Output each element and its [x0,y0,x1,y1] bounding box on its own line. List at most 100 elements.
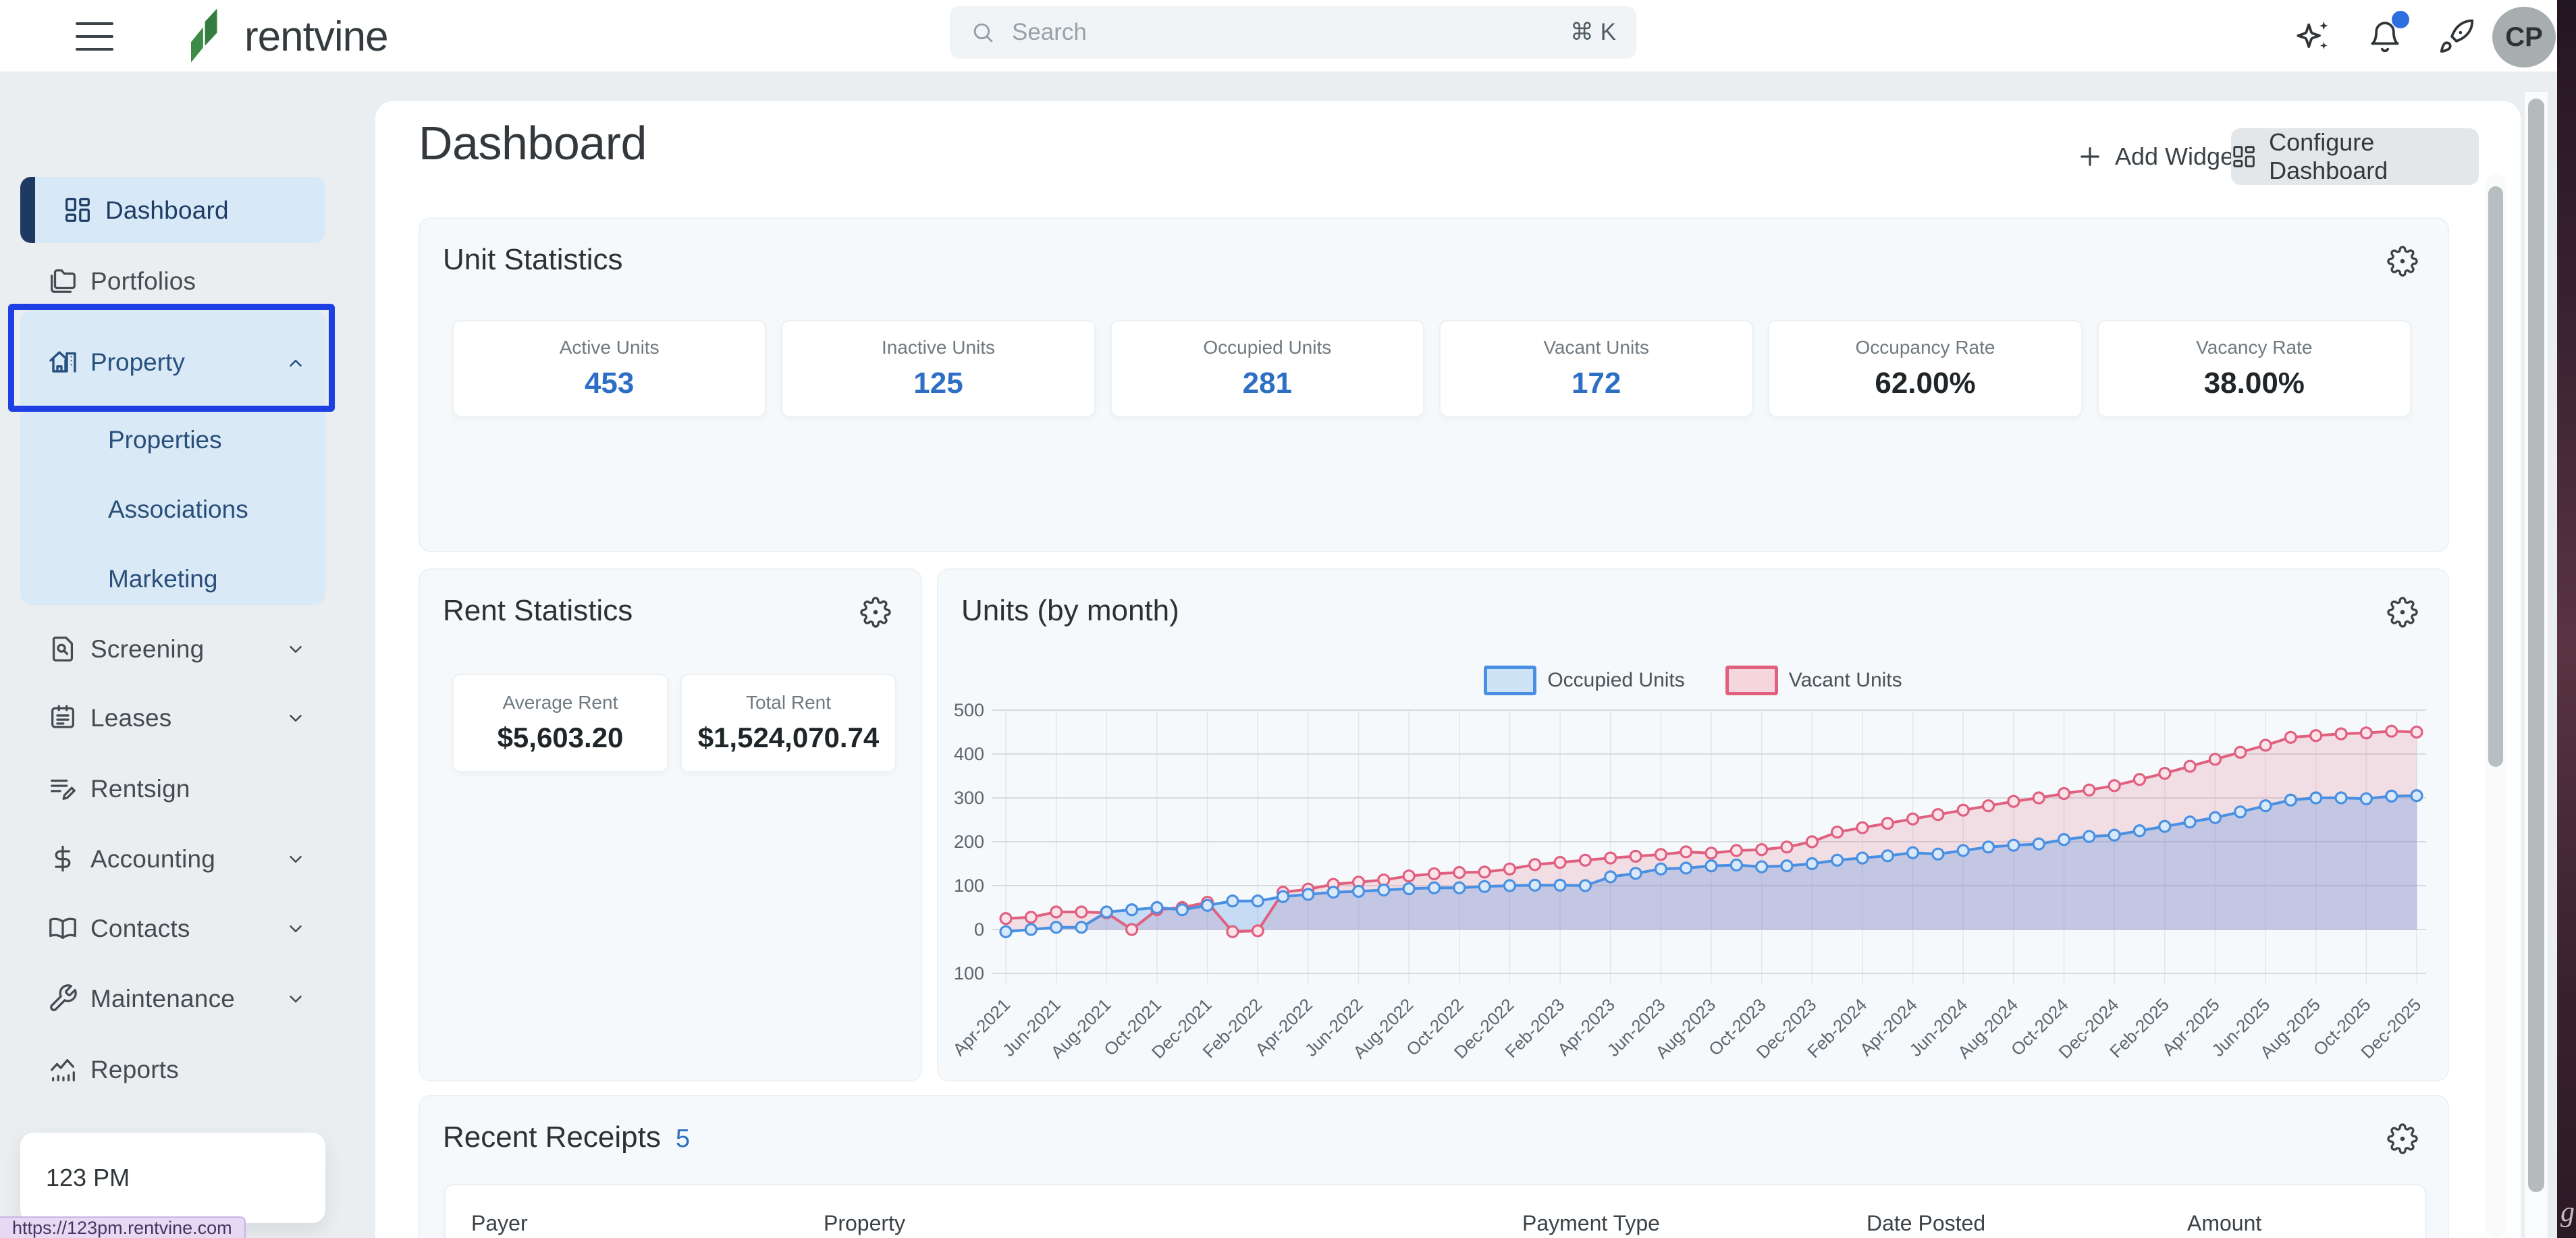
rentsign-icon [47,773,78,804]
chevron-up-icon[interactable] [284,351,308,375]
user-avatar[interactable]: CP [2492,7,2556,68]
receipts-table: Payer Property Payment Type Date Posted Amou… [444,1184,2426,1238]
rent-stat-cards: Average Rent $5,603.20 Total Rent $1,524,… [452,674,896,772]
column-header-payment-type[interactable]: Payment Type [1522,1211,1660,1235]
gear-icon[interactable] [2387,1123,2418,1154]
gear-icon[interactable] [2387,246,2418,277]
sidebar-item-property[interactable]: Property [20,317,325,405]
screening-icon [47,633,78,664]
sidebar-group-property: Property Properties Associations Marketing [20,311,325,605]
sidebar-item-dashboard[interactable]: Dashboard [20,177,325,243]
desktop-wallpaper-strip: g [2557,0,2576,1238]
sparkles-ai-icon[interactable] [2294,18,2332,55]
company-label: 123 PM [46,1164,130,1191]
legend-vacant-units[interactable]: Vacant Units [1725,666,1902,695]
sidebar-item-leases[interactable]: Leases [20,684,325,751]
chevron-down-icon[interactable] [284,917,308,941]
dashboard-scrollbar-thumb[interactable] [2488,186,2503,767]
stat-card-vacancy-rate: Vacancy Rate 38.00% [2097,320,2411,417]
notification-dot [2392,11,2409,28]
vine-leaf-icon [191,8,217,63]
unit-stat-cards: Active Units 453 Inactive Units 125 Occupi… [452,320,2411,417]
occupied-swatch [1484,666,1537,695]
sidebar-item-contacts[interactable]: Contacts [20,895,325,961]
widget-title: Units (by month) [961,594,1179,627]
page-scrollbar-thumb[interactable] [2528,99,2544,1192]
chevron-down-icon[interactable] [284,987,308,1011]
global-search[interactable]: ⌘ K [950,6,1636,59]
vacant-swatch [1725,666,1778,695]
rentvine-logo[interactable]: rentvine [181,7,389,66]
sidebar-subitem-associations[interactable]: Associations [108,495,248,523]
svg-text:400: 400 [954,744,984,764]
stat-card-active-units: Active Units 453 [452,320,767,417]
sidebar-item-maintenance[interactable]: Maintenance [20,965,325,1031]
menu-icon[interactable] [76,22,117,51]
column-header-payer[interactable]: Payer [471,1211,528,1235]
chevron-down-icon[interactable] [284,706,308,730]
configure-dashboard-button[interactable]: Configure Dashboard [2231,128,2479,185]
stat-card-occupancy-rate: Occupancy Rate 62.00% [1768,320,2083,417]
receipts-count-badge: 5 [675,1125,690,1153]
svg-text:500: 500 [954,700,984,720]
maintenance-icon [47,983,78,1014]
chevron-down-icon[interactable] [284,847,308,871]
svg-text:200: 200 [954,832,984,852]
legend-occupied-units[interactable]: Occupied Units [1484,666,1685,695]
sidebar-subitem-marketing[interactable]: Marketing [108,565,218,593]
sidebar-item-reports[interactable]: Reports [20,1036,325,1102]
add-widget-button[interactable]: Add Widget [2076,136,2240,177]
widget-title: Rent Statistics [443,594,633,627]
svg-text:300: 300 [954,788,984,808]
top-bar: rentvine ⌘ K CP [0,0,2557,73]
stat-card-occupied-units: Occupied Units 281 [1110,320,1424,417]
link-status-tooltip: https://123pm.rentvine.com [0,1216,246,1238]
rent-statistics-widget: Rent Statistics Average Rent $5,603.20 To… [419,568,922,1081]
chevron-down-icon[interactable] [284,637,308,662]
gear-icon[interactable] [860,597,891,628]
sidebar-item-accounting[interactable]: Accounting [20,826,325,892]
receipts-table-header: Payer Property Payment Type Date Posted Amou… [446,1185,2425,1236]
sidebar-item-rentsign[interactable]: Rentsign [20,755,325,822]
main-content: Dashboard Add Widget Configure Dashboard… [375,101,2521,1238]
plus-icon [2076,142,2104,171]
svg-text:0: 0 [974,919,984,940]
search-shortcut: ⌘ K [1569,19,1616,45]
page-title: Dashboard [419,117,647,169]
property-icon [47,346,80,378]
svg-text:100: 100 [954,876,984,896]
stat-card-vacant-units: Vacant Units 172 [1439,320,1754,417]
stat-card-average-rent: Average Rent $5,603.20 [452,674,668,772]
brand-name: rentvine [244,13,389,60]
svg-text:-100: -100 [953,963,984,984]
sidebar: Dashboard Portfolios Property Properties… [0,73,375,1238]
unit-statistics-widget: Unit Statistics Active Units 453 Inactive… [419,217,2449,552]
rocket-icon[interactable] [2438,18,2475,55]
accounting-icon [47,843,78,874]
notifications-bell-icon[interactable] [2366,11,2409,55]
sidebar-footer-card[interactable]: 123 PM [20,1133,325,1223]
stat-card-total-rent: Total Rent $1,524,070.74 [680,674,896,772]
sidebar-item-portfolios[interactable]: Portfolios [20,248,325,314]
units-by-month-chart: -1000100200300400500Apr-2021Jun-2021Aug-… [948,695,2432,1073]
stat-card-inactive-units: Inactive Units 125 [781,320,1096,417]
chart-legend: Occupied Units Vacant Units [938,666,2448,695]
dashboard-icon [62,194,93,225]
leases-icon [47,702,78,733]
column-header-property[interactable]: Property [824,1211,905,1235]
recent-receipts-widget: Recent Receipts 5 Payer Property Payment T… [419,1095,2449,1238]
sidebar-item-screening[interactable]: Screening [20,616,325,682]
reports-icon [47,1054,78,1085]
widget-title: Recent Receipts 5 [443,1121,690,1154]
contacts-icon [47,913,78,944]
gear-icon[interactable] [2387,597,2418,628]
units-by-month-widget: Units (by month) Occupied Units Vacant U… [937,568,2449,1081]
column-header-amount[interactable]: Amount [2187,1211,2262,1235]
search-input[interactable] [1012,19,1570,46]
column-header-date-posted[interactable]: Date Posted [1867,1211,1986,1235]
widget-title: Unit Statistics [443,243,623,276]
search-icon [973,23,993,43]
portfolios-icon [47,265,78,296]
sidebar-subitem-properties[interactable]: Properties [108,426,222,454]
